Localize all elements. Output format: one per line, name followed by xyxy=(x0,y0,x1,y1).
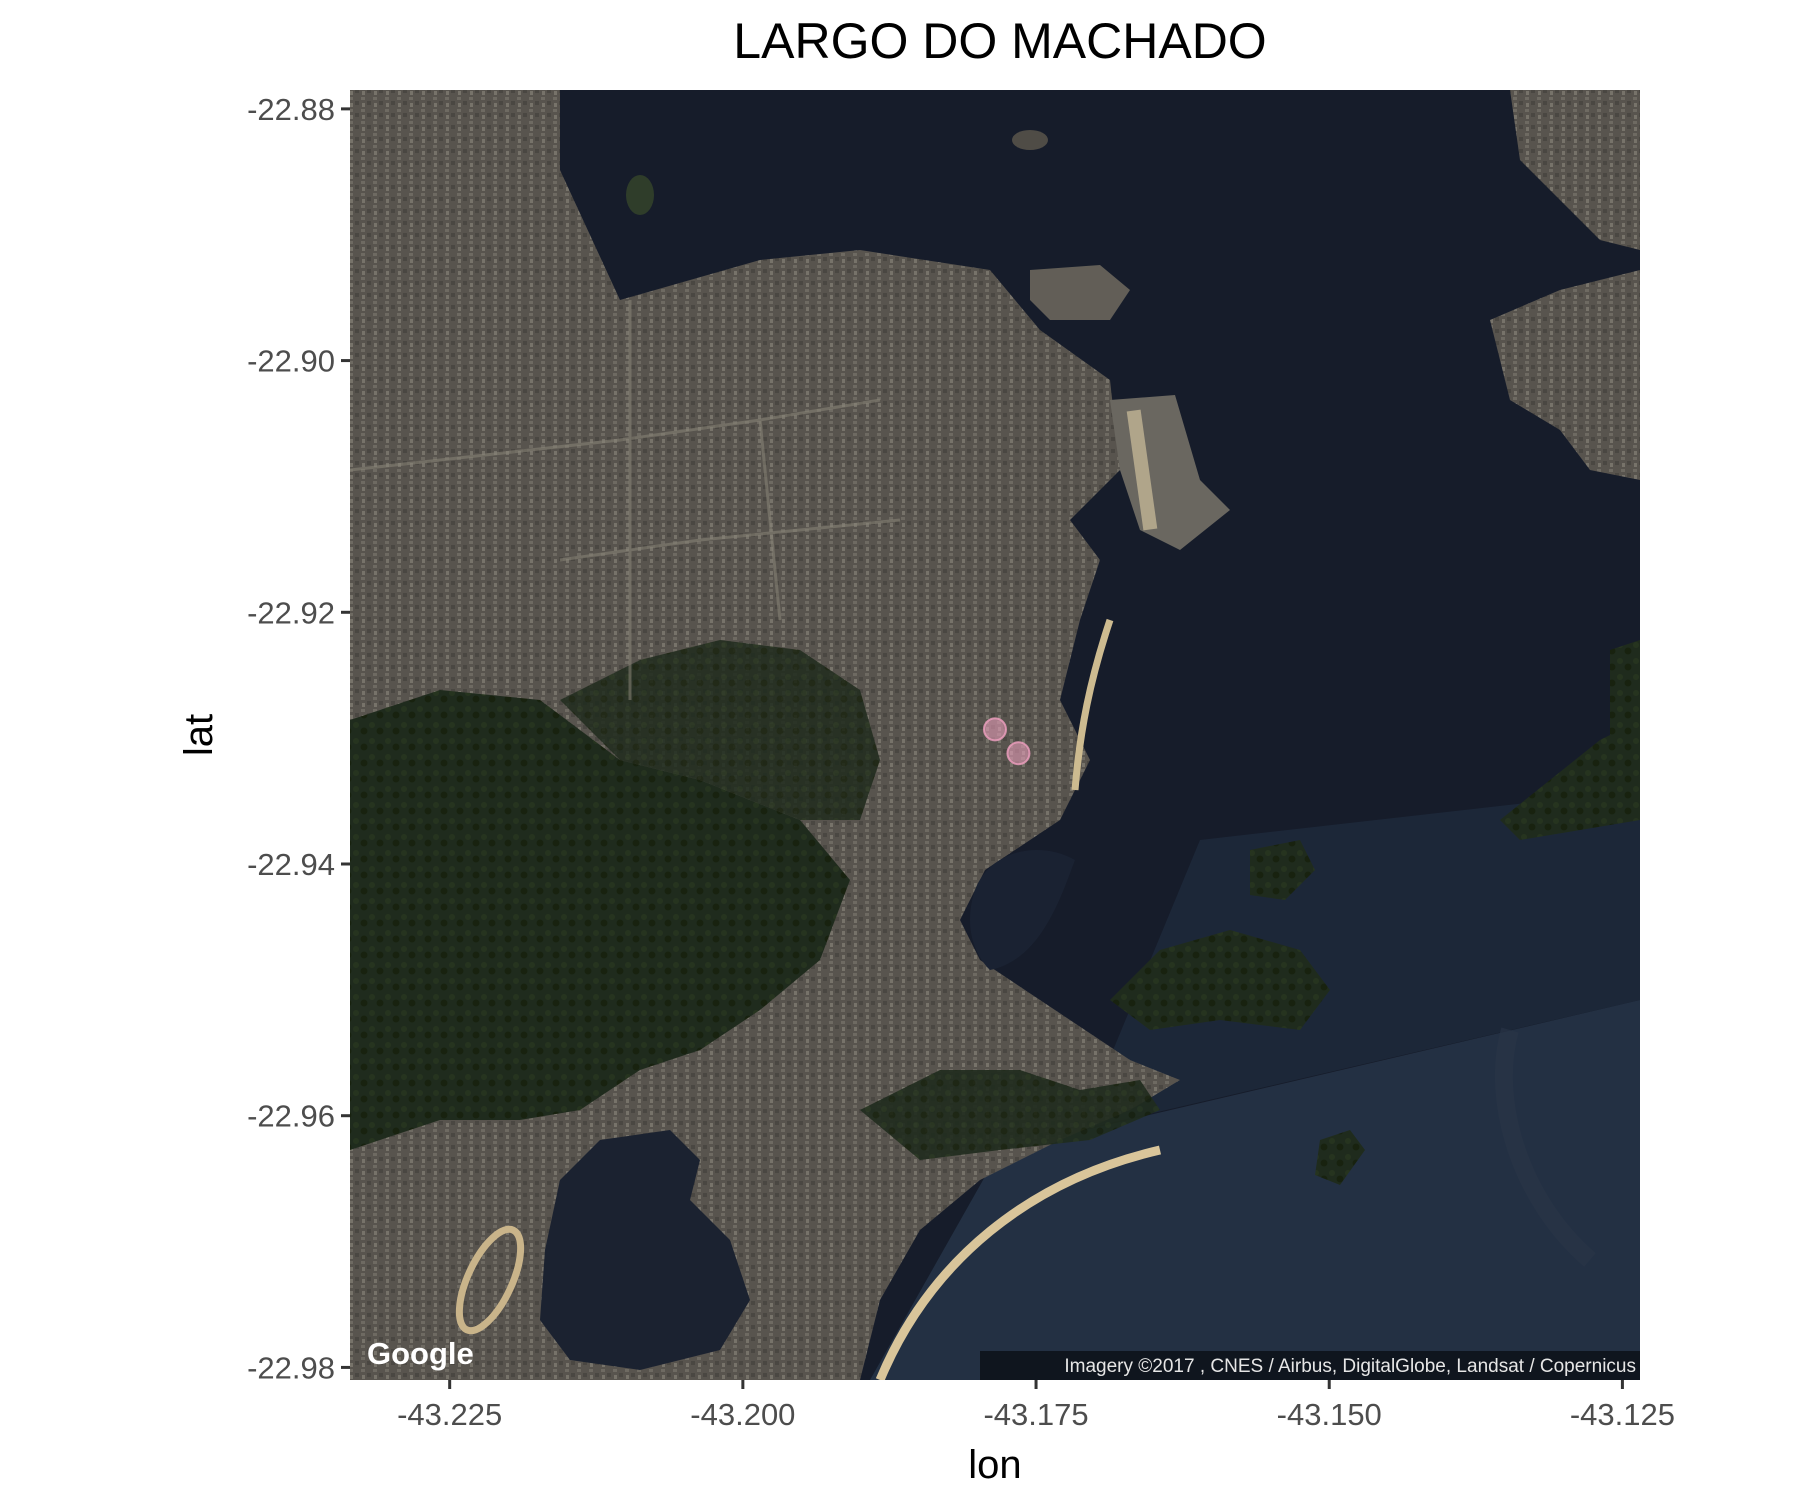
niteroi-peninsula xyxy=(1490,270,1640,480)
forest-ridge-north xyxy=(560,640,880,820)
y-tick-label: -22.94 xyxy=(247,847,335,882)
islet-north xyxy=(1012,130,1048,150)
y-tick-label: -22.92 xyxy=(247,595,335,630)
y-tick-label: -22.98 xyxy=(247,1350,335,1385)
niteroi-north-land xyxy=(1510,90,1640,250)
x-axis: -43.225 -43.200 -43.175 -43.150 -43.125 xyxy=(397,1380,1675,1432)
open-sea-shelf xyxy=(1080,790,1640,1130)
port-island xyxy=(1030,265,1130,320)
sugarloaf-island xyxy=(1250,840,1315,900)
airport-runway xyxy=(1126,409,1158,531)
islet-cobras xyxy=(626,175,654,215)
flamengo-beach xyxy=(1071,618,1114,791)
y-tick-label: -22.96 xyxy=(247,1099,335,1134)
cotunduba-island xyxy=(1315,1130,1365,1185)
copacabana-beach xyxy=(875,1145,1162,1380)
x-tick-label: -43.225 xyxy=(397,1397,502,1432)
x-tick-label: -43.175 xyxy=(983,1397,1088,1432)
y-tick-label: -22.88 xyxy=(247,92,335,127)
y-axis: -22.88 -22.90 -22.92 -22.94 -22.96 -22.98 xyxy=(247,92,350,1385)
map-panel[interactable] xyxy=(350,90,1640,1380)
y-axis-title: lat xyxy=(177,714,221,756)
attribution-bg xyxy=(980,1351,1640,1380)
tijuca-forest xyxy=(350,690,850,1150)
google-logo: Google xyxy=(367,1336,474,1371)
points-layer xyxy=(983,717,1031,766)
racecourse xyxy=(455,1225,525,1335)
ocean-south xyxy=(870,1000,1640,1380)
x-tick-label: -43.150 xyxy=(1277,1397,1382,1432)
bay-channel xyxy=(1495,1027,1596,1267)
attribution-text: Imagery ©2017 , CNES / Airbus, DigitalGl… xyxy=(1064,1356,1636,1377)
x-tick-label: -43.125 xyxy=(1570,1397,1675,1432)
x-tick-label: -43.200 xyxy=(690,1397,795,1432)
map-point[interactable] xyxy=(1006,741,1031,766)
niteroi-east-land xyxy=(1500,720,1640,840)
x-axis-title: lon xyxy=(968,1443,1021,1487)
botafogo-cove xyxy=(970,850,1075,970)
copacabana-hills xyxy=(860,1070,1160,1160)
niteroi-south-forest xyxy=(1610,640,1640,790)
y-tick-label: -22.90 xyxy=(247,344,335,379)
main-roads xyxy=(350,300,901,700)
map-point[interactable] xyxy=(983,717,1007,742)
urca-hill xyxy=(1110,930,1330,1030)
lagoa-rodrigo-de-freitas xyxy=(540,1130,750,1370)
map-title: LARGO DO MACHADO xyxy=(733,13,1267,69)
